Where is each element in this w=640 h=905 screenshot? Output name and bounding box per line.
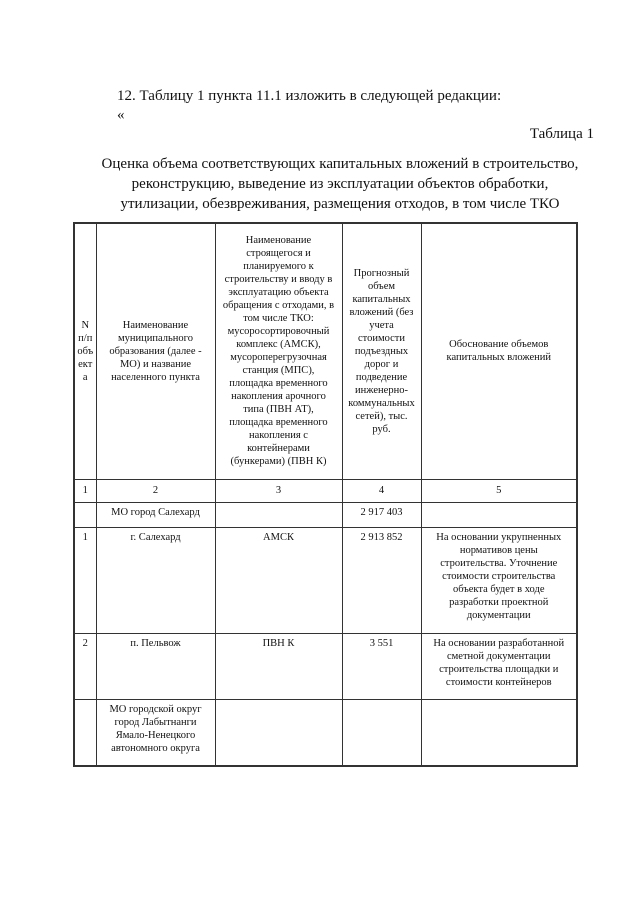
table-cell: 3 551 [341,632,422,700]
table-cell: На основании укрупненных нормативов цены… [420,526,578,634]
header-cell: Обоснование объемов капитальных вложений [420,222,578,480]
table-row: МО городской округ город Лабытнанги Ямал… [73,698,578,767]
header-row: N п/п объ ект а Наименование муниципальн… [73,222,578,480]
capital-investment-table: N п/п объ ект а Наименование муниципальн… [73,222,578,767]
table-cell [420,698,578,767]
table-cell: МО городской округ город Лабытнанги Ямал… [95,698,216,767]
table-cell [73,501,97,528]
table-cell: г. Салехард [95,526,216,634]
header-cell: Наименование муниципального образования … [95,222,216,480]
table-cell: п. Пельвож [95,632,216,700]
table-cell: АМСК [214,526,343,634]
column-number: 1 [73,478,97,503]
opening-quote: « [117,107,125,123]
table-cell: МО город Салехард [95,501,216,528]
table-cell [420,501,578,528]
table-cell: 2 913 852 [341,526,422,634]
table-row: МО город Салехард 2 917 403 [73,501,578,528]
column-number: 3 [214,478,343,503]
table-title: Оценка объема соответствующих капитальны… [101,156,579,212]
table-cell [214,698,343,767]
header-cell: Прогнозный объем капитальных вложений (б… [341,222,422,480]
column-number: 2 [95,478,216,503]
table-cell: 2 917 403 [341,501,422,528]
table-cell [341,698,422,767]
column-number-row: 1 2 3 4 5 [73,478,578,503]
table-cell [73,698,97,767]
table-cell: 2 [73,632,97,700]
column-number: 5 [420,478,578,503]
table-cell [214,501,343,528]
column-number: 4 [341,478,422,503]
table-row: 1 г. Салехард АМСК 2 913 852 На основани… [73,526,578,634]
amendment-intro: 12. Таблицу 1 пункта 11.1 изложить в сле… [117,88,502,104]
table-cell: 1 [73,526,97,634]
table-cell: ПВН К [214,632,343,700]
table-row: 2 п. Пельвож ПВН К 3 551 На основании ра… [73,632,578,700]
table-cell: На основании разработанной сметной докум… [420,632,578,700]
header-cell: N п/п объ ект а [73,222,97,480]
table-number: Таблица 1 [529,126,594,142]
header-cell: Наименование строящегося и планируемого … [214,222,343,480]
